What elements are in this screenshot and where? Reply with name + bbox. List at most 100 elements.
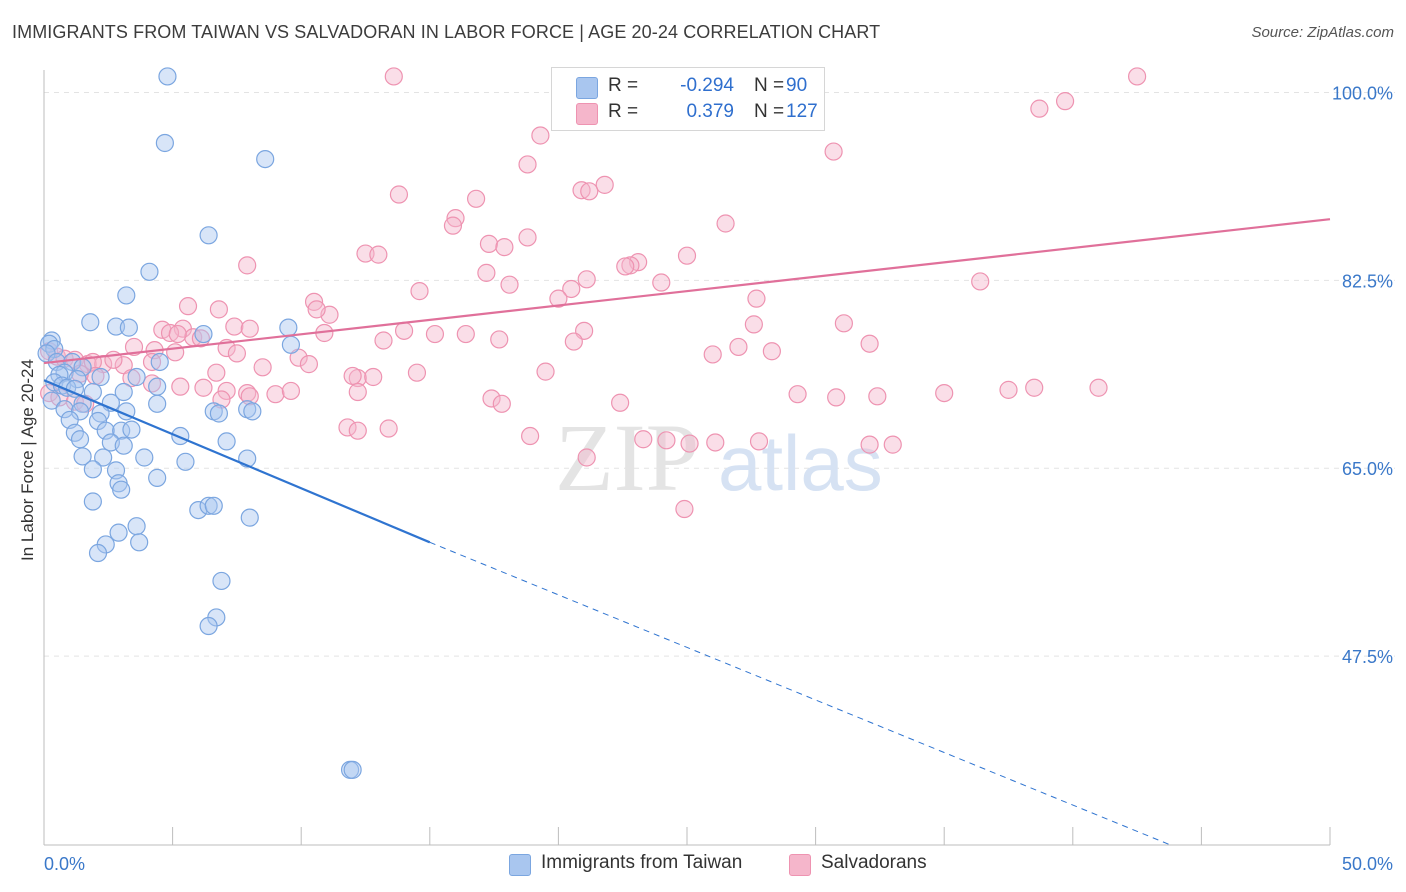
salvadoran-point: [482, 389, 501, 408]
taiwan-point: [96, 421, 115, 440]
salvadoran-point: [500, 275, 519, 294]
salvadoran-point: [490, 330, 509, 349]
y-axis-label: In Labor Force | Age 20-24: [18, 359, 37, 561]
salvadoran-point: [577, 270, 596, 289]
salvadoran-point: [178, 297, 198, 316]
axes: [43, 70, 1331, 846]
taiwan-point: [140, 262, 159, 281]
y-tick-label: 65.0%: [1342, 459, 1393, 479]
salvadoran-point: [238, 256, 257, 275]
y-tick-label: 82.5%: [1342, 271, 1393, 291]
taiwan-point: [256, 149, 275, 169]
salvadoran-point: [657, 431, 676, 450]
taiwan-point: [83, 460, 102, 479]
y-tick-label: 47.5%: [1342, 647, 1393, 667]
salvadoran-point: [299, 355, 319, 374]
taiwan-point: [135, 448, 154, 467]
salvadoran-point: [266, 385, 285, 404]
taiwan-trend-line: [43, 379, 431, 544]
salvadoran-point: [394, 321, 414, 340]
salvadoran-point: [572, 181, 591, 200]
salvadoran-point: [883, 435, 902, 454]
y-tick-label: 100.0%: [1332, 84, 1393, 104]
legend-n-value: 90: [786, 75, 808, 96]
watermark: ZIP atlas: [555, 404, 883, 511]
salvadoran-point: [343, 366, 362, 386]
salvadoran-point: [466, 189, 486, 208]
taiwan-point: [114, 436, 133, 455]
legend-n-label: N =: [754, 101, 785, 122]
taiwan-point: [88, 411, 108, 431]
salvadoran-point: [338, 418, 357, 437]
salvadoran-point: [577, 448, 596, 467]
trend-lines: [43, 218, 1331, 846]
taiwan-point: [73, 447, 92, 466]
salvadoran-point: [168, 324, 187, 344]
salvadoran-point: [744, 315, 763, 334]
salvadoran-point: [716, 214, 735, 233]
salvadoran-point: [824, 142, 843, 161]
taiwan-point: [176, 452, 195, 471]
salvadoran-point: [518, 228, 537, 247]
taiwan-point: [122, 420, 141, 439]
salvadoran-point: [209, 300, 228, 319]
legend-n-label: N =: [754, 75, 785, 96]
salvadoran-point: [521, 426, 540, 446]
salvadoran-point: [999, 380, 1018, 399]
salvadoran-point: [194, 378, 213, 397]
salvadoran-point: [492, 394, 511, 413]
taiwan-point: [150, 352, 169, 372]
salvadoran-point: [425, 324, 445, 344]
salvadoran-point: [166, 343, 185, 362]
taiwan-point: [109, 523, 128, 542]
chart-title: IMMIGRANTS FROM TAIWAN VS SALVADORAN IN …: [12, 22, 881, 42]
taiwan-point: [70, 430, 90, 449]
salvadoran-point: [518, 155, 537, 174]
salvadoran-point: [1030, 99, 1049, 118]
salvadoran-point: [675, 499, 694, 519]
salvadoran-point: [227, 344, 246, 363]
legend-r-label: R =: [608, 101, 639, 122]
salvadoran-point: [374, 331, 393, 350]
salvadoran-point: [142, 352, 162, 372]
taiwan-point: [204, 496, 223, 515]
salvadoran-point: [240, 319, 259, 338]
salvadoran-point: [827, 388, 846, 407]
salvadoran-point: [860, 435, 879, 454]
taiwan-point: [83, 492, 102, 511]
salvadoran-point: [935, 383, 954, 403]
x-tick-label: 0.0%: [44, 854, 85, 874]
taiwan-point: [94, 448, 113, 467]
salvadoran-point: [410, 282, 429, 301]
bottom-legend-swatch-salvadorans: [789, 854, 811, 876]
salvadoran-point: [788, 385, 807, 404]
salvadoran-point: [536, 362, 555, 381]
taiwan-point: [42, 391, 61, 410]
salvadoran-point: [868, 387, 887, 406]
taiwan-point: [127, 367, 146, 387]
taiwan-point: [158, 67, 177, 86]
salvadoran-point: [1055, 92, 1075, 111]
salvadoran-point: [747, 289, 766, 308]
taiwan-point: [343, 760, 362, 779]
taiwan-point: [148, 468, 167, 487]
grid-lines: [44, 92, 1395, 657]
salvadoran-point: [1089, 378, 1108, 397]
legend-swatch-salvadorans: [576, 103, 598, 125]
taiwan-point: [243, 402, 262, 421]
salvadoran-point: [348, 421, 367, 440]
salvadoran-point: [634, 430, 653, 449]
salvadoran-point: [729, 337, 748, 357]
salvadoran-point: [860, 334, 879, 353]
salvadoran-point: [971, 272, 990, 291]
salvadoran-point: [616, 257, 635, 276]
salvadoran-point: [834, 314, 853, 333]
taiwan-point: [155, 133, 174, 153]
salvadoran-point: [531, 126, 550, 145]
watermark-atlas: atlas: [718, 419, 883, 507]
taiwan-point: [55, 400, 74, 419]
taiwan-point: [199, 496, 218, 515]
taiwan-point: [199, 616, 218, 636]
taiwan-trend-extension: [429, 541, 1171, 846]
